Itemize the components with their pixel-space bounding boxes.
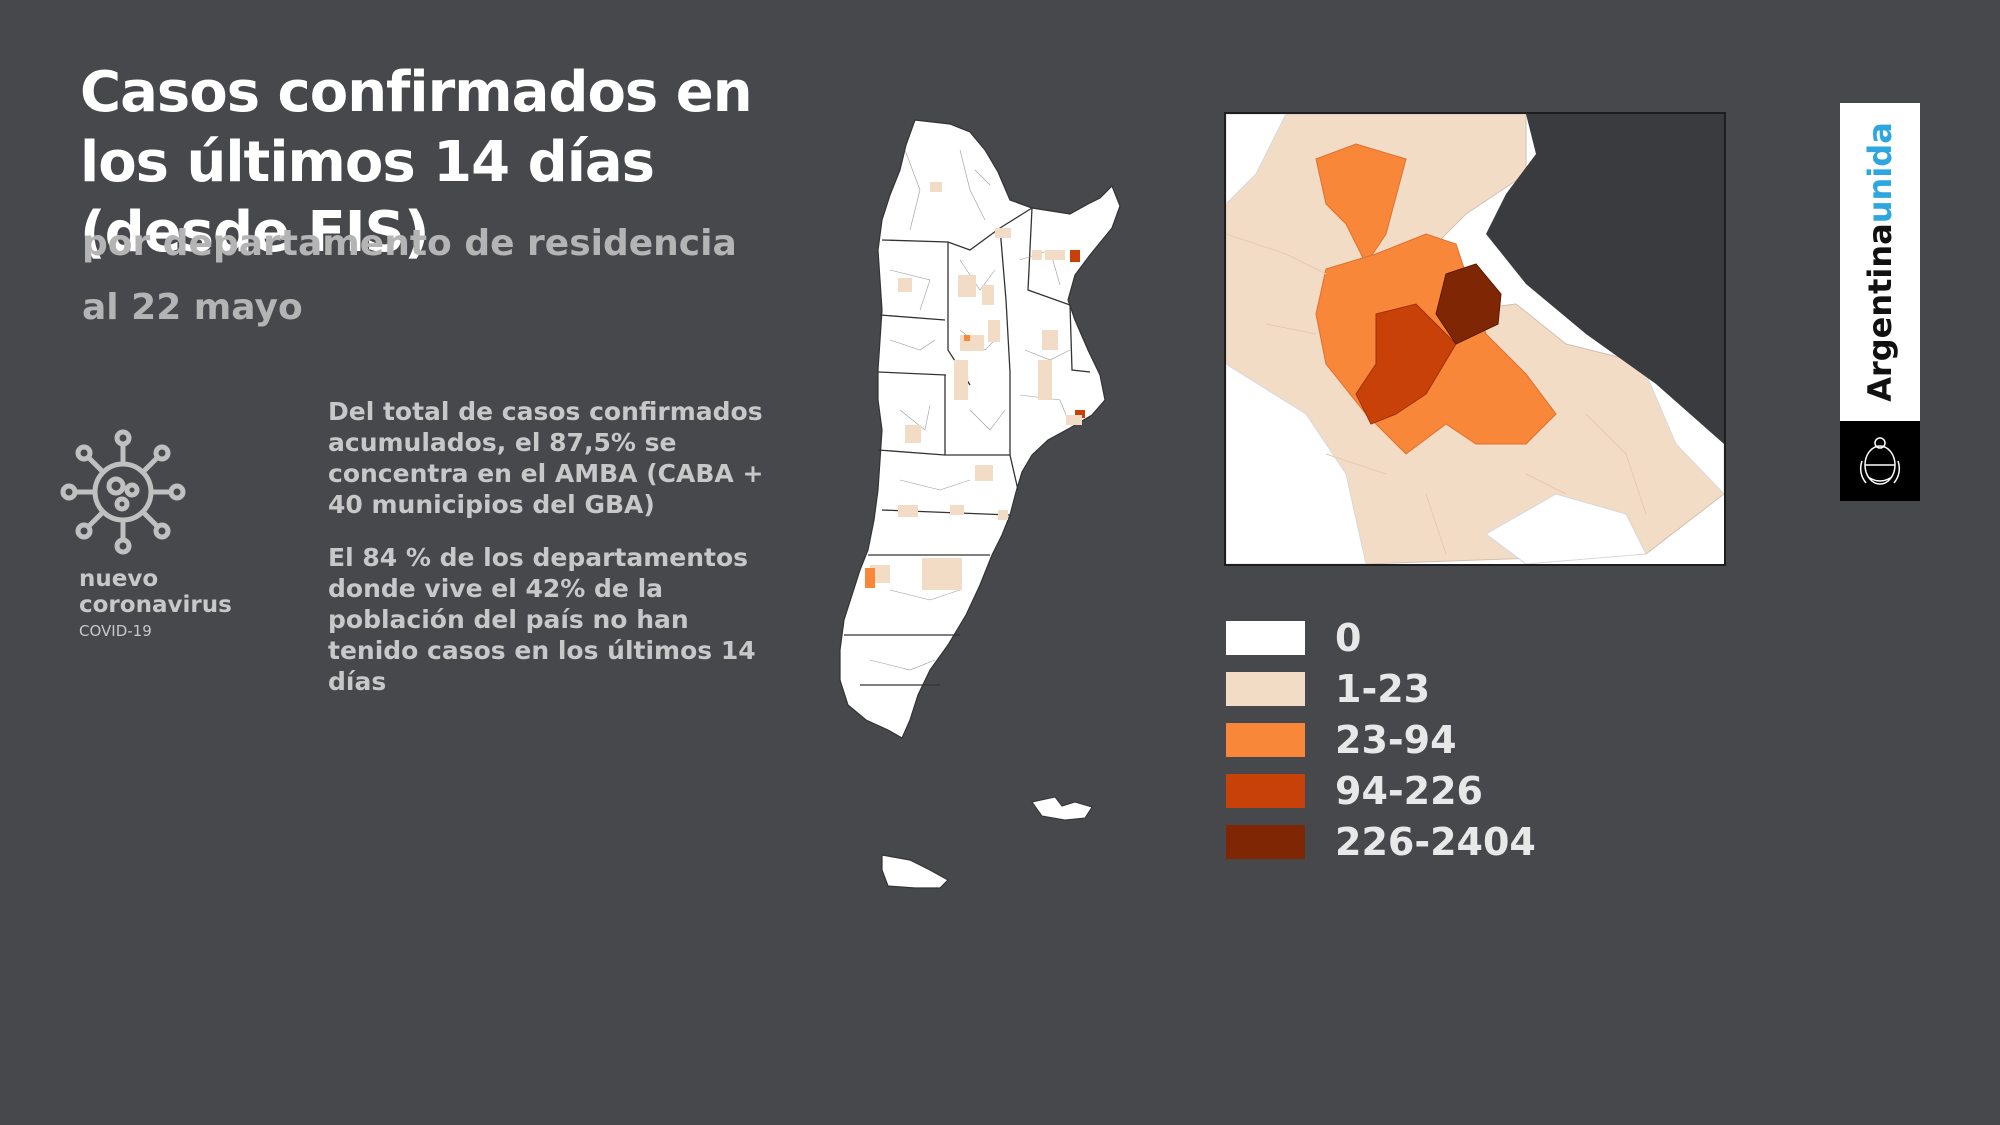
brand-text-main: Argentina: [1861, 223, 1899, 402]
legend-item-1: 1-23: [1226, 663, 1536, 714]
inset-region-94-226: [1355, 303, 1457, 425]
inset-region-orange-north: [1315, 143, 1407, 265]
covid-label: nuevo coronavirus COVID-19: [60, 428, 260, 640]
argentina-map: [839, 119, 1121, 889]
legend-swatch-4: [1226, 824, 1305, 859]
virus-name-line2: coronavirus: [79, 592, 232, 618]
note-amba: Del total de casos confirmados acumulado…: [328, 397, 764, 519]
virus-name: nuevo coronavirus: [79, 566, 260, 618]
brand-emblem-panel: [1840, 421, 1920, 501]
legend-swatch-0: [1226, 620, 1305, 655]
virus-code: COVID-19: [79, 622, 152, 640]
inset-region-white-se: [1485, 493, 1647, 564]
inset-region-caba: [1435, 263, 1502, 345]
inset-river: [1486, 114, 1724, 444]
notes: Del total de casos confirmados acumulado…: [328, 396, 768, 719]
amba-inset-map: [1224, 112, 1726, 566]
legend-item-3: 94-226: [1226, 765, 1536, 816]
legend-label-0: 0: [1335, 615, 1362, 660]
inset-region-white-sw: [1226, 114, 1287, 205]
page-title: Casos confirmados en los últimos 14 días…: [80, 60, 753, 265]
legend-label-4: 226-2404: [1335, 819, 1536, 864]
legend-swatch-2: [1226, 722, 1305, 757]
subtitle-line: por departamento de residencia: [82, 223, 737, 264]
argentina-unida-logo: Argentinaunida: [1840, 103, 1920, 501]
brand-text: Argentinaunida: [1861, 122, 1899, 402]
national-coat-of-arms-icon: [1859, 437, 1901, 485]
malvinas-islands: [1031, 796, 1093, 821]
legend: 0 1-23 23-94 94-226 226-2404: [1226, 612, 1536, 867]
legend-item-0: 0: [1226, 612, 1536, 663]
amba-inset-svg: [1226, 114, 1724, 564]
tierra-del-fuego: [881, 854, 949, 889]
note-departments: El 84 % de los departamentos donde vive …: [328, 543, 756, 696]
legend-label-2: 23-94: [1335, 717, 1457, 762]
legend-item-2: 23-94: [1226, 714, 1536, 765]
legend-swatch-3: [1226, 773, 1305, 808]
legend-swatch-1: [1226, 671, 1305, 706]
argentina-mainland: [839, 119, 1121, 739]
page-subtitle: por departamento de residencia al 22 may…: [82, 212, 782, 340]
legend-label-3: 94-226: [1335, 768, 1483, 813]
brand-panel: Argentinaunida: [1840, 103, 1920, 421]
virus-icon: [60, 429, 186, 555]
brand-text-accent: unida: [1861, 122, 1899, 224]
virus-name-line1: nuevo: [79, 566, 159, 592]
legend-item-4: 226-2404: [1226, 816, 1536, 867]
legend-label-1: 1-23: [1335, 666, 1431, 711]
date-line: al 22 mayo: [82, 287, 303, 328]
inset-region-white-west: [1226, 363, 1367, 564]
